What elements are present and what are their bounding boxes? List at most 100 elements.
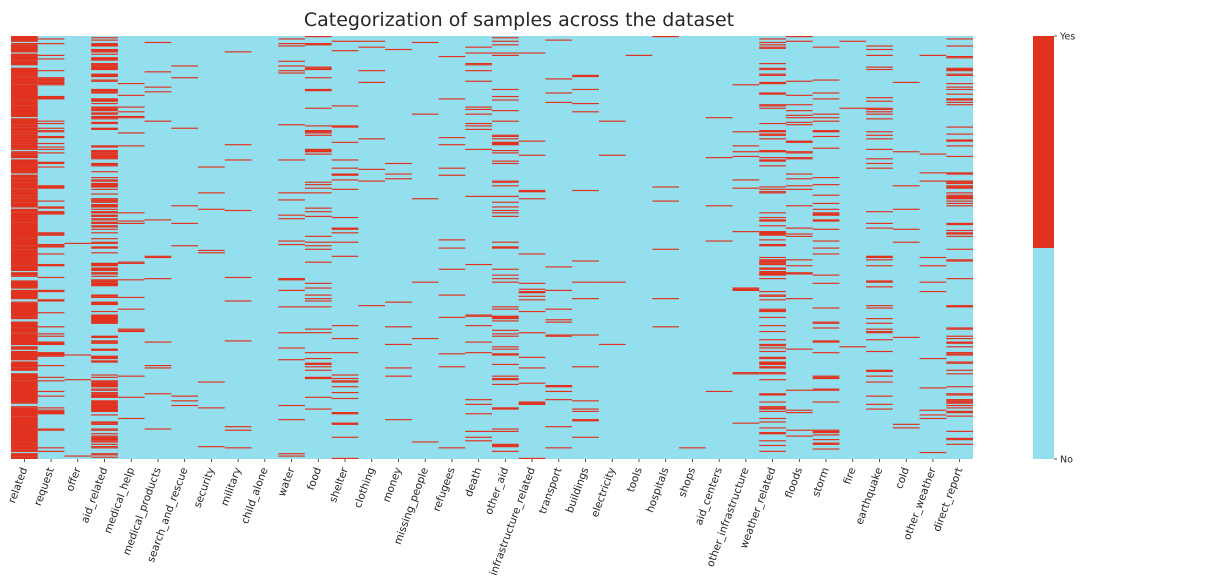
heatmap-cell-yes xyxy=(438,447,466,449)
heatmap-cell-yes xyxy=(492,329,519,331)
heatmap-cell-yes xyxy=(37,289,65,291)
x-tick-label: refugees xyxy=(431,466,458,513)
heatmap-cell-yes xyxy=(759,188,786,190)
heatmap-cell-yes xyxy=(304,153,332,155)
heatmap-cell-yes xyxy=(812,113,840,115)
heatmap-cell-yes xyxy=(37,412,65,415)
heatmap-cell-yes xyxy=(946,200,973,202)
heatmap-cell-yes xyxy=(492,209,519,212)
heatmap-cell-yes xyxy=(91,275,118,277)
heatmap-cell-yes xyxy=(117,261,145,263)
heatmap-cell-yes xyxy=(117,94,145,96)
heatmap-cell-yes xyxy=(946,335,973,337)
heatmap-cell-yes xyxy=(465,63,492,65)
heatmap-cell-yes xyxy=(866,118,893,120)
colorbar-tick-no: No xyxy=(1060,455,1073,466)
heatmap-cell-yes xyxy=(866,339,893,341)
heatmap-column-floods xyxy=(785,36,813,437)
heatmap-cell-yes xyxy=(11,134,38,140)
heatmap-cell-yes xyxy=(465,315,492,317)
heatmap-cell-yes xyxy=(652,298,680,300)
colorbar-tick-yes: Yes xyxy=(1059,32,1075,43)
heatmap-cell-yes xyxy=(492,306,519,308)
heatmap-cell-yes xyxy=(91,91,118,94)
heatmap-column-storm xyxy=(812,46,840,450)
heatmap-cell-yes xyxy=(91,102,118,105)
heatmap-cell-yes xyxy=(37,299,65,302)
heatmap-cell-yes xyxy=(438,167,466,169)
heatmap-cell-yes xyxy=(198,249,225,252)
heatmap-cell-yes xyxy=(759,192,786,194)
heatmap-cell-yes xyxy=(866,369,893,373)
heatmap-cell-yes xyxy=(518,290,546,294)
heatmap-cell-yes xyxy=(545,266,573,268)
heatmap-cell-yes xyxy=(812,389,840,391)
heatmap-cell-yes xyxy=(946,248,973,250)
heatmap-cell-yes xyxy=(732,288,760,291)
heatmap-cell-yes xyxy=(732,145,760,147)
heatmap-cell-yes xyxy=(759,308,786,310)
heatmap-cell-yes xyxy=(11,302,38,317)
heatmap-cell-yes xyxy=(919,409,947,411)
heatmap-cell-yes xyxy=(91,37,118,39)
heatmap-cell-yes xyxy=(518,299,546,301)
heatmap-cell-yes xyxy=(117,132,145,134)
heatmap-cell-yes xyxy=(117,222,145,225)
heatmap-cell-yes xyxy=(785,157,813,159)
heatmap-cell-yes xyxy=(759,81,786,85)
heatmap-cell-yes xyxy=(278,65,305,67)
heatmap-cell-yes xyxy=(37,135,65,138)
heatmap-cell-yes xyxy=(492,162,519,165)
heatmap-cell-yes xyxy=(304,332,332,334)
heatmap-cell-yes xyxy=(91,310,118,313)
heatmap-cell-yes xyxy=(11,361,38,366)
heatmap-cell-yes xyxy=(438,174,466,176)
heatmap-cell-yes xyxy=(812,219,840,222)
heatmap-cell-yes xyxy=(572,260,599,262)
heatmap-cell-yes xyxy=(465,148,492,150)
heatmap-cell-yes xyxy=(91,241,118,243)
heatmap-cell-yes xyxy=(759,216,786,219)
heatmap-cell-yes xyxy=(91,180,118,182)
heatmap-cell-yes xyxy=(759,41,786,44)
heatmap-cell-yes xyxy=(37,290,65,293)
heatmap-cell-yes xyxy=(492,88,519,91)
heatmap-cell-yes xyxy=(492,333,519,335)
heatmap-cell-yes xyxy=(946,180,973,183)
heatmap-cell-yes xyxy=(37,122,65,125)
heatmap-cell-yes xyxy=(11,265,38,272)
heatmap-cell-yes xyxy=(37,200,65,202)
heatmap-cell-yes xyxy=(91,374,118,376)
heatmap-cell-yes xyxy=(11,373,38,378)
heatmap-cell-yes xyxy=(117,83,145,85)
heatmap-cell-yes xyxy=(11,407,38,417)
heatmap-cell-yes xyxy=(492,138,519,140)
heatmap-cell-yes xyxy=(91,158,118,160)
x-tick-label: aid_centers xyxy=(693,466,725,527)
heatmap-column-other_infrastructure xyxy=(732,84,760,424)
heatmap-cell-yes xyxy=(117,106,145,108)
heatmap-column-refugees xyxy=(438,55,466,449)
heatmap-cell-yes xyxy=(866,259,893,261)
heatmap-cell-yes xyxy=(866,375,893,377)
heatmap-cell-yes xyxy=(171,245,199,247)
heatmap-cell-yes xyxy=(37,245,65,248)
heatmap-cell-yes xyxy=(919,357,947,360)
heatmap-cell-yes xyxy=(91,392,118,394)
heatmap-cell-yes xyxy=(37,341,65,346)
heatmap-cell-yes xyxy=(492,152,519,154)
heatmap-cell-yes xyxy=(759,393,786,396)
heatmap-cell-yes xyxy=(278,60,305,62)
heatmap-cell-yes xyxy=(518,253,546,255)
heatmap-cell-yes xyxy=(37,81,65,85)
heatmap-cell-yes xyxy=(91,456,118,458)
heatmap-cell-yes xyxy=(11,428,38,443)
heatmap-cell-yes xyxy=(598,281,626,283)
heatmap-column-missing_people xyxy=(411,41,439,443)
heatmap-cell-yes xyxy=(171,77,199,79)
heatmap-cell-yes xyxy=(919,281,947,283)
heatmap-cell-yes xyxy=(866,131,893,133)
heatmap-cell-yes xyxy=(117,417,145,420)
heatmap-cell-yes xyxy=(785,151,813,153)
